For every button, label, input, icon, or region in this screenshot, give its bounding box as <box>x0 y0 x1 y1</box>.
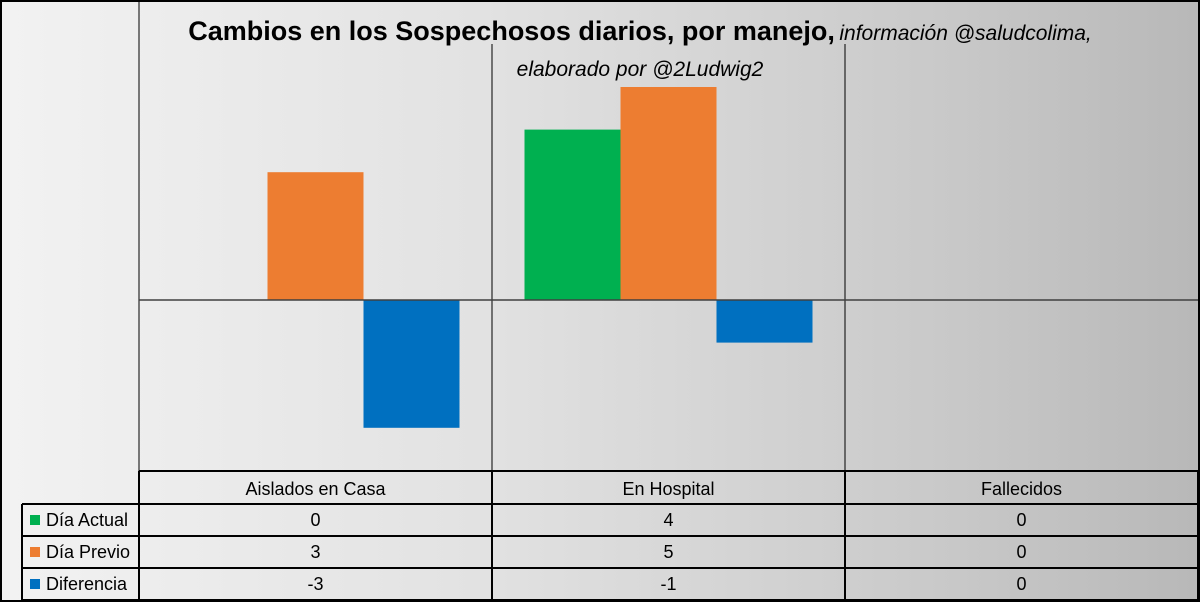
legend-swatch <box>30 547 40 557</box>
legend-swatch <box>30 515 40 525</box>
bar <box>363 300 460 428</box>
legend-swatch <box>30 579 40 589</box>
data-table-value: -3 <box>307 574 324 594</box>
category-label: Aislados en Casa <box>245 479 386 499</box>
data-table-value: 3 <box>310 542 321 562</box>
legend-label: Día Actual <box>46 509 129 530</box>
bar <box>524 129 621 300</box>
legend-label: Día Previo <box>46 541 131 562</box>
chart-subtitle: información @saludcolima, elaborado por … <box>516 22 1092 81</box>
legend-item: Día Previo <box>30 536 130 568</box>
data-table-value: 0 <box>1016 574 1027 594</box>
legend-item: Diferencia <box>30 568 127 600</box>
data-table-value: 5 <box>663 542 674 562</box>
category-label: En Hospital <box>622 479 715 499</box>
legend-label: Diferencia <box>46 573 128 594</box>
chart-title-block: Cambios en los Sospechosos diarios, por … <box>140 14 1140 89</box>
data-table-value: 0 <box>1016 542 1027 562</box>
chart-title: Cambios en los Sospechosos diarios, por … <box>188 16 835 46</box>
bar <box>716 300 813 343</box>
category-label: Fallecidos <box>980 479 1063 499</box>
data-table-value: 0 <box>1016 510 1027 530</box>
bar <box>620 87 717 300</box>
data-table-value: 0 <box>310 510 321 530</box>
data-table-value: 4 <box>663 510 674 530</box>
bar <box>267 172 364 300</box>
legend-item: Día Actual <box>30 504 128 536</box>
data-table-value: -1 <box>660 574 677 594</box>
